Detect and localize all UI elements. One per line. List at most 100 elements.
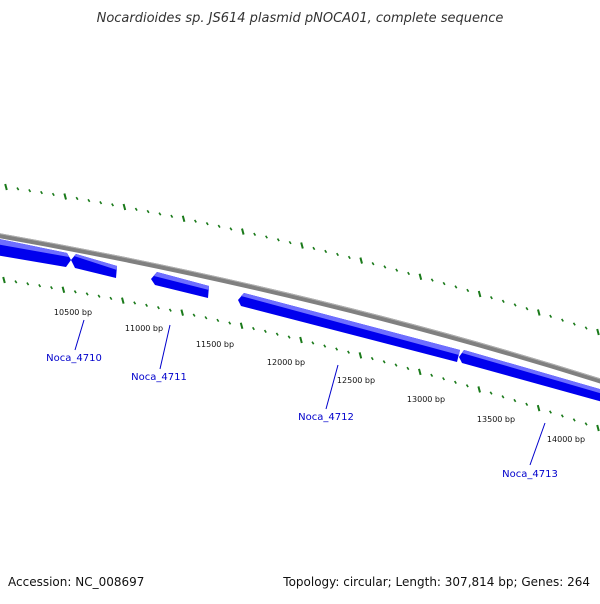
plasmid-backbone: [0, 233, 600, 384]
outer-ruler-mark: [561, 318, 564, 322]
outer-ruler-mark: [371, 262, 375, 266]
inner-ruler-mark: [216, 318, 220, 323]
outer-ruler-mark: [158, 212, 162, 216]
inner-ruler-mark: [525, 402, 529, 407]
outer-ruler-mark: [99, 200, 103, 205]
outer-ruler: [4, 183, 600, 336]
outer-ruler-mark: [477, 290, 482, 298]
inner-ruler-mark: [228, 321, 232, 325]
outer-ruler-mark: [549, 314, 553, 318]
inner-ruler-mark: [370, 356, 374, 361]
inner-ruler-mark: [156, 306, 160, 310]
inner-ruler-mark: [168, 308, 172, 312]
tick-label-11000: 11000 bp: [125, 324, 163, 333]
outer-ruler-mark: [265, 235, 268, 239]
gene-label-noca-4712[interactable]: Noca_4712: [298, 412, 354, 423]
inner-ruler-mark: [97, 294, 101, 298]
outer-ruler-mark: [395, 268, 399, 272]
inner-ruler-mark: [180, 309, 184, 316]
inner-ruler-mark: [145, 303, 149, 307]
outer-ruler-mark: [501, 299, 505, 303]
outer-ruler-mark: [87, 198, 91, 203]
outer-ruler-mark: [28, 188, 32, 193]
inner-ruler-mark: [133, 301, 137, 305]
outer-ruler-mark: [359, 257, 363, 264]
inner-ruler-mark: [406, 366, 410, 371]
leader-noca-4712: [325, 364, 339, 410]
gene-labels: Noca_4710 Noca_4711 Noca_4712 Noca_4713: [46, 353, 558, 480]
inner-ruler-mark: [501, 395, 505, 399]
outer-ruler-mark: [288, 240, 292, 245]
outer-ruler-mark: [442, 281, 446, 286]
gene-label-noca-4710[interactable]: Noca_4710: [46, 353, 102, 364]
outer-ruler-mark: [241, 228, 245, 235]
inner-ruler-mark: [560, 414, 564, 418]
gene-arrow-noca-4713[interactable]: [459, 350, 600, 404]
inner-ruler-mark: [489, 391, 493, 395]
gene-arrow-noca-4712[interactable]: [238, 293, 460, 362]
tick-label-13000: 13000 bp: [407, 395, 445, 404]
inner-ruler-mark: [50, 286, 53, 290]
outer-ruler-mark: [572, 322, 576, 326]
inner-ruler-mark: [263, 329, 267, 334]
outer-ruler-mark: [276, 238, 280, 242]
outer-ruler-mark: [537, 309, 541, 316]
outer-ruler-mark: [596, 328, 600, 336]
gene-features: [0, 237, 600, 404]
outer-ruler-mark: [229, 227, 233, 231]
gene-arrow-noca-4710[interactable]: [71, 254, 117, 278]
outer-ruler-mark: [324, 249, 328, 254]
inner-ruler-mark: [572, 418, 576, 422]
inner-ruler-mark: [61, 286, 66, 294]
inner-ruler-mark: [418, 368, 422, 376]
inner-ruler-mark: [347, 350, 350, 354]
inner-ruler-mark: [536, 404, 541, 412]
leader-noca-4711: [159, 324, 171, 370]
inner-ruler-mark: [252, 326, 255, 331]
inner-ruler-mark: [596, 424, 600, 432]
inner-ruler-mark: [121, 297, 125, 304]
inner-ruler-mark: [453, 380, 457, 384]
inner-ruler-mark: [358, 352, 363, 359]
outer-ruler-mark: [75, 196, 79, 201]
inner-ruler-mark: [394, 363, 398, 367]
outer-ruler-mark: [111, 203, 115, 207]
inner-ruler-mark: [26, 282, 30, 286]
gene-label-noca-4711[interactable]: Noca_4711: [131, 372, 187, 383]
inner-ruler-mark: [442, 377, 446, 381]
inner-ruler-mark: [192, 313, 196, 317]
outer-ruler-mark: [146, 209, 150, 214]
outer-ruler-mark: [418, 273, 423, 280]
inner-ruler-mark: [382, 360, 386, 364]
inner-ruler-mark: [275, 332, 279, 336]
ruler-tick-labels: 10500 bp 11000 bp 11500 bp 12000 bp 1250…: [54, 308, 585, 444]
tick-label-14000: 14000 bp: [547, 435, 585, 444]
gene-arrow-noca-4709[interactable]: [0, 237, 71, 267]
tick-label-12500: 12500 bp: [337, 376, 375, 385]
tick-label-11500: 11500 bp: [196, 340, 234, 349]
inner-ruler-mark: [311, 341, 315, 345]
outer-ruler-mark: [217, 224, 221, 228]
outer-ruler-mark: [430, 278, 434, 282]
inner-ruler-mark: [299, 336, 303, 344]
inner-ruler: [2, 276, 600, 432]
inner-ruler-mark: [204, 316, 208, 320]
outer-ruler-mark: [347, 255, 351, 260]
inner-ruler-mark: [430, 373, 434, 377]
outer-ruler-mark: [336, 252, 339, 257]
inner-ruler-mark: [335, 347, 339, 351]
outer-ruler-mark: [51, 192, 55, 197]
inner-ruler-mark: [584, 422, 588, 426]
outer-ruler-mark: [63, 193, 67, 200]
outer-ruler-mark: [205, 222, 209, 226]
tick-label-13500: 13500 bp: [477, 415, 515, 424]
gene-arrow-noca-4711[interactable]: [151, 272, 209, 298]
outer-ruler-mark: [383, 265, 387, 269]
gene-label-noca-4713[interactable]: Noca_4713: [502, 469, 558, 480]
outer-ruler-mark: [312, 246, 316, 251]
outer-ruler-mark: [40, 190, 43, 195]
inner-ruler-mark: [85, 292, 89, 296]
inner-ruler-mark: [477, 386, 481, 393]
outer-ruler-mark: [122, 203, 127, 211]
